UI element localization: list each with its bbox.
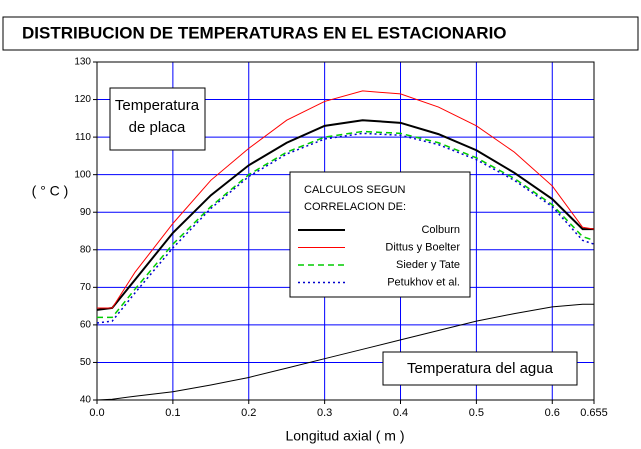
x-tick-label: 0.6 [545,407,560,419]
series-line [97,90,595,309]
y-tick-label: 40 [80,395,92,406]
series-line [96,303,594,401]
y-tick-label: 100 [74,169,91,180]
chart-title: DISTRIBUCION DE TEMPERATURAS EN EL ESTAC… [22,23,507,42]
x-tick-label: 0.5 [469,407,484,419]
legend-label: Colburn [421,224,460,236]
y-tick-label: 80 [80,244,92,255]
annotation: Temperatura [115,97,200,114]
legend-title: CORRELACION DE: [304,201,406,213]
series-line [97,130,595,319]
title-box [2,16,639,51]
x-tick-label: 0.2 [241,407,256,419]
series-line [96,119,594,311]
legend-label: Petukhov et al. [387,276,460,288]
x-tick-label: 0.3 [317,407,332,419]
annotation: Temperatura del agua [407,360,554,377]
y-tick-label: 90 [80,207,92,218]
series-line [96,132,595,324]
annotation: de placa [129,119,186,136]
y-tick-label: 130 [74,57,91,68]
y-tick-label: 60 [80,320,92,331]
y-tick-label: 110 [75,132,91,143]
x-tick-label: 0.655 [580,407,608,419]
y-tick-label: 120 [74,94,91,105]
x-tick-label: 0.1 [165,407,180,419]
x-tick-label: 0.4 [393,407,408,419]
y-tick-label: 50 [80,357,92,368]
plot-frame [96,61,595,401]
y-tick-label: 70 [80,282,92,293]
legend-box [289,171,471,298]
y-axis-label: ( ° C ) [32,183,69,199]
x-axis-label: Longitud axial ( m ) [285,428,404,444]
legend-label: Dittus y Boelter [385,241,460,253]
annotation-box [382,351,578,386]
legend-label: Sieder y Tate [396,259,460,271]
annotation-box [109,87,206,151]
x-tick-label: 0.0 [89,407,104,419]
legend-title: CALCULOS SEGUN [304,184,406,196]
